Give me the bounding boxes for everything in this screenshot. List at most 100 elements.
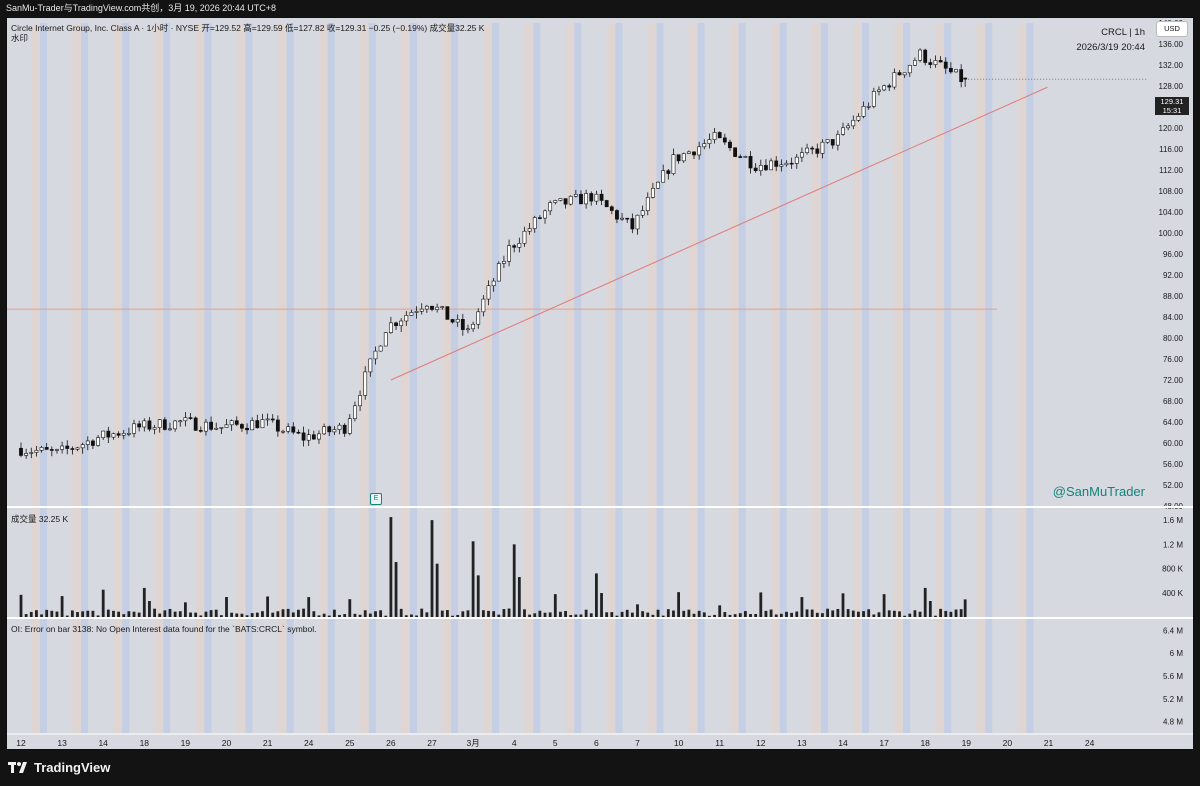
volume-bar [913,610,917,617]
price-tick-label: 60.00 [1163,439,1184,448]
time-tick-label: 12 [756,738,766,748]
candle-body [604,200,609,208]
chart-canvas[interactable]: 140.00136.00132.00128.00124.00120.00116.… [7,18,1193,749]
candle-body [168,428,172,431]
candle-body [630,218,635,230]
session-band-premarket [894,23,904,733]
volume-bar [276,611,280,617]
session-band-afterhours [656,23,664,733]
candle-body [502,261,506,264]
session-band-afterhours [245,23,253,733]
volume-bar [569,615,573,617]
session-band-afterhours [985,23,993,733]
candle-body [49,449,54,451]
session-band-premarket [853,23,862,733]
volume-bar [50,610,54,617]
candle-body [137,423,142,428]
candle-body [466,328,470,331]
volume-bar [430,520,434,617]
candle-body [877,89,881,92]
candle-body [933,60,938,65]
session-band-premarket [442,23,451,733]
time-tick-label: 26 [386,738,396,748]
volume-bar [384,615,388,617]
candle-body [342,424,347,434]
time-tick-label: 11 [715,738,724,748]
price-tick-label: 100.00 [1159,229,1184,238]
volume-bar [954,609,958,617]
candle-body [250,420,255,431]
volume-bar [153,608,156,617]
session-band-premarket [647,23,657,733]
candle-body [173,420,178,430]
volume-bar [481,610,485,617]
watermark-label: 水印 [11,33,29,43]
volume-bar [230,612,234,617]
symbol-info: CRCL | 1h 2026/3/19 20:44 [1076,25,1145,55]
volume-bar [178,611,182,617]
candle-body [959,69,964,82]
volume-bar [225,597,228,617]
session-band-afterhours [40,23,47,733]
volume-bar [410,614,413,617]
volume-bar [600,593,603,617]
currency-button[interactable]: USD [1156,21,1188,37]
volume-bar [389,517,393,617]
candle-body [126,433,131,435]
volume-bar [666,609,670,617]
candle-body [882,85,887,91]
candle-body [281,430,285,433]
candle-body [91,440,95,446]
candle-body [686,151,691,154]
candle-body [440,306,445,308]
volume-bar [507,608,511,617]
candle-body [640,210,645,216]
candle-body [907,65,912,74]
candle-body [697,146,702,156]
oi-legend[interactable]: OI: Error on bar 3138: No Open Interest … [11,624,317,634]
candle-body [178,420,183,423]
candle-body [625,217,630,220]
tradingview-logo[interactable]: TradingView [8,760,110,775]
candle-body [774,160,779,167]
volume-bar [677,592,680,617]
candle-body [897,72,902,76]
volume-tick-label: 800 K [1162,565,1184,574]
volume-bar [297,609,300,617]
volume-bar [846,609,850,617]
candle-body [121,433,126,436]
volume-bar [815,612,819,617]
candle-body [507,245,511,262]
candle-body [409,312,414,316]
volume-bar [476,575,480,617]
volume-bar [517,577,521,617]
candle-body [70,448,75,450]
volume-legend[interactable]: 成交量 32.25 K [11,514,69,524]
price-tick-label: 136.00 [1159,40,1184,49]
volume-bar [867,609,871,617]
candle-body [29,452,34,454]
candle-body [748,156,753,169]
oi-tick-label: 4.8 M [1163,718,1183,727]
earnings-marker-icon[interactable]: E [370,493,382,505]
volume-bar [24,614,28,617]
session-band-premarket [729,23,739,733]
volume-bar [656,609,660,617]
volume-bar [708,615,711,617]
candle-body [645,197,650,211]
volume-bar [45,609,49,617]
candle-body [460,319,465,330]
last-price-label: 129.31 15:31 [1155,97,1189,115]
candle-body [769,160,773,171]
candle-body [923,49,928,63]
volume-bar [949,611,953,617]
candle-body [743,156,748,158]
volume-bar [101,589,105,617]
symbol-legend[interactable]: Circle Internet Group, Inc. Class A · 1小… [11,23,485,33]
candle-body [291,426,296,433]
time-tick-label: 20 [1003,738,1013,748]
candle-body [928,62,933,65]
volume-bar [805,609,809,617]
session-band-premarket [606,23,616,733]
chart-area[interactable]: 140.00136.00132.00128.00124.00120.00116.… [6,17,1194,750]
